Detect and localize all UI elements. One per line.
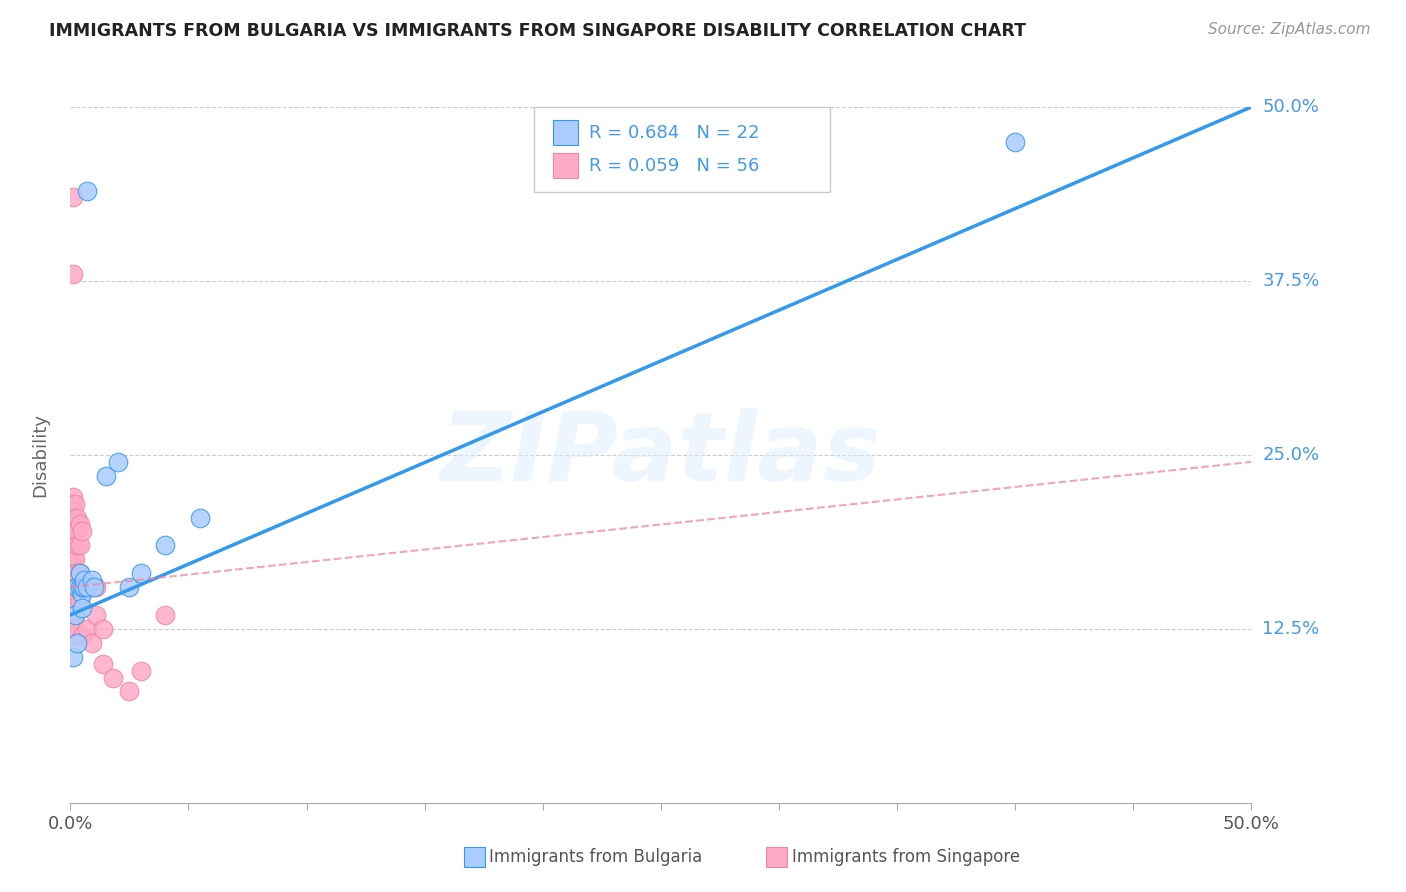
Point xyxy=(62,503,84,517)
Point xyxy=(70,629,93,643)
Text: R = 0.059   N = 56: R = 0.059 N = 56 xyxy=(589,157,759,175)
Point xyxy=(62,587,84,601)
Point xyxy=(62,267,84,281)
Point xyxy=(66,566,89,581)
Point xyxy=(69,566,91,581)
Text: ZIPatlas: ZIPatlas xyxy=(440,409,882,501)
Point xyxy=(84,607,107,622)
Point xyxy=(69,517,91,532)
Point xyxy=(107,455,129,469)
Point xyxy=(80,636,103,650)
Point xyxy=(63,580,86,594)
Point xyxy=(63,622,86,636)
Point xyxy=(1004,135,1026,149)
Point xyxy=(62,538,84,552)
Point xyxy=(62,552,84,566)
Point xyxy=(83,580,105,594)
Point xyxy=(118,684,141,698)
Point xyxy=(62,607,84,622)
Text: Immigrants from Bulgaria: Immigrants from Bulgaria xyxy=(489,848,703,866)
Point xyxy=(62,510,84,524)
Point xyxy=(62,573,84,587)
Point xyxy=(153,607,176,622)
Point xyxy=(188,510,211,524)
Point xyxy=(118,580,141,594)
Point xyxy=(66,636,89,650)
Point xyxy=(62,559,84,574)
Point xyxy=(94,468,117,483)
Point xyxy=(66,594,89,608)
Point xyxy=(69,594,91,608)
Text: 12.5%: 12.5% xyxy=(1263,620,1320,638)
Point xyxy=(84,580,107,594)
Point xyxy=(76,580,98,594)
Point xyxy=(70,587,93,601)
Point xyxy=(70,601,93,615)
Point xyxy=(73,573,96,587)
Point xyxy=(63,524,86,539)
Point xyxy=(70,580,93,594)
Point xyxy=(70,580,93,594)
Point xyxy=(62,649,84,664)
Point xyxy=(63,594,86,608)
Text: 50.0%: 50.0% xyxy=(1263,98,1319,116)
Point xyxy=(66,580,89,594)
Point xyxy=(62,629,84,643)
Point xyxy=(69,566,91,581)
Text: 25.0%: 25.0% xyxy=(1263,446,1320,464)
Point xyxy=(62,490,84,504)
Y-axis label: Disability: Disability xyxy=(31,413,49,497)
Point xyxy=(129,664,152,678)
Point xyxy=(69,538,91,552)
Point xyxy=(63,497,86,511)
Point xyxy=(153,538,176,552)
Point xyxy=(62,601,84,615)
Point xyxy=(70,524,93,539)
Point xyxy=(66,524,89,539)
Point xyxy=(93,657,115,671)
Point xyxy=(76,184,98,198)
Point xyxy=(62,580,84,594)
Point xyxy=(62,622,84,636)
Point xyxy=(62,190,84,204)
Point xyxy=(66,580,89,594)
Point xyxy=(93,622,115,636)
Text: Immigrants from Singapore: Immigrants from Singapore xyxy=(792,848,1019,866)
Point xyxy=(66,510,89,524)
Text: Source: ZipAtlas.com: Source: ZipAtlas.com xyxy=(1208,22,1371,37)
Point xyxy=(62,517,84,532)
Point xyxy=(76,622,98,636)
Point xyxy=(73,580,96,594)
Point xyxy=(73,580,96,594)
Point xyxy=(62,497,84,511)
Point xyxy=(63,607,86,622)
Point xyxy=(63,552,86,566)
Point xyxy=(62,566,84,581)
Text: 37.5%: 37.5% xyxy=(1263,272,1320,290)
Point xyxy=(63,607,86,622)
Point xyxy=(62,545,84,559)
Point xyxy=(69,580,91,594)
Point xyxy=(63,566,86,581)
Point xyxy=(101,671,124,685)
Point xyxy=(80,573,103,587)
Point xyxy=(66,538,89,552)
Text: IMMIGRANTS FROM BULGARIA VS IMMIGRANTS FROM SINGAPORE DISABILITY CORRELATION CHA: IMMIGRANTS FROM BULGARIA VS IMMIGRANTS F… xyxy=(49,22,1026,40)
Point xyxy=(62,524,84,539)
Point xyxy=(129,566,152,581)
Text: R = 0.684   N = 22: R = 0.684 N = 22 xyxy=(589,124,759,142)
Point xyxy=(62,532,84,546)
Point xyxy=(63,510,86,524)
Point xyxy=(62,594,84,608)
Point xyxy=(63,538,86,552)
Point xyxy=(62,615,84,629)
